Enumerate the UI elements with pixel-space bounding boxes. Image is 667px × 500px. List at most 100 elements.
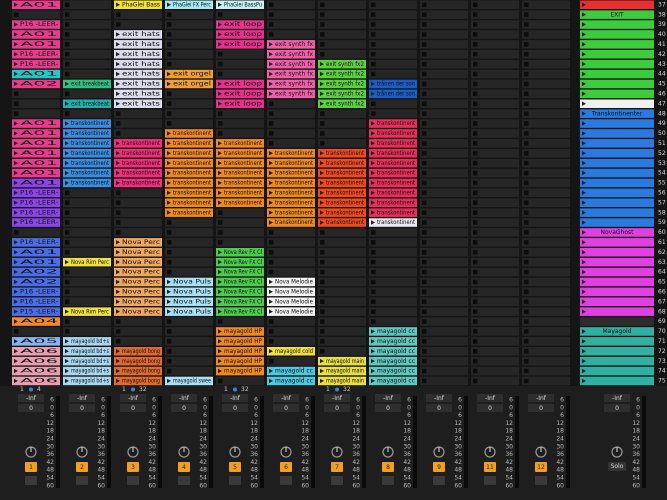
slot-button[interactable] <box>473 299 478 305</box>
clip-slot[interactable] <box>471 376 519 386</box>
clip[interactable] <box>165 149 213 158</box>
solo-button[interactable] <box>608 462 626 471</box>
slot-button[interactable] <box>167 319 172 324</box>
clip-slot[interactable] <box>420 297 468 307</box>
clip-slot[interactable] <box>522 277 570 287</box>
scene[interactable] <box>580 10 654 19</box>
slot-button[interactable] <box>269 22 274 27</box>
slot-button[interactable] <box>167 91 172 97</box>
clip[interactable] <box>318 158 366 168</box>
clip-slot[interactable] <box>318 248 366 257</box>
clip-slot[interactable] <box>420 0 468 10</box>
slot-button[interactable] <box>524 269 529 275</box>
clip-slot[interactable] <box>420 198 468 208</box>
clip[interactable] <box>216 337 264 346</box>
clip-slot[interactable] <box>216 129 264 138</box>
slot-button[interactable] <box>269 2 274 8</box>
clip-slot[interactable] <box>165 317 213 326</box>
slot-button[interactable] <box>14 91 19 97</box>
slot-button[interactable] <box>167 22 172 27</box>
clip-slot[interactable] <box>420 50 468 59</box>
clip[interactable] <box>165 208 213 217</box>
slot-button[interactable] <box>473 160 478 166</box>
clip-slot[interactable] <box>369 297 417 307</box>
clip[interactable] <box>12 20 60 29</box>
slot-button[interactable] <box>269 240 274 245</box>
slot-button[interactable] <box>371 52 376 57</box>
slot-button[interactable] <box>473 71 478 77</box>
slot-button[interactable] <box>320 349 325 354</box>
clip-slot[interactable] <box>420 30 468 39</box>
slot-button[interactable] <box>524 259 529 265</box>
clip[interactable] <box>165 139 213 148</box>
track-activator[interactable] <box>127 462 139 472</box>
slot-button[interactable] <box>320 309 325 314</box>
clip[interactable] <box>12 317 60 326</box>
slot-button[interactable] <box>218 111 223 116</box>
clip-slot[interactable] <box>63 10 111 19</box>
slot-button[interactable] <box>422 121 427 126</box>
clip-slot[interactable] <box>12 109 60 118</box>
slot-button[interactable] <box>524 329 529 334</box>
slot-button[interactable] <box>524 349 529 354</box>
scene[interactable] <box>580 238 654 247</box>
clip-slot[interactable] <box>471 208 519 217</box>
clip[interactable] <box>114 248 162 257</box>
clip-slot[interactable] <box>369 287 417 297</box>
clip[interactable] <box>369 366 417 376</box>
clip[interactable] <box>216 178 264 188</box>
clip[interactable] <box>12 267 60 277</box>
clip[interactable] <box>318 69 366 79</box>
clip-slot[interactable] <box>471 129 519 138</box>
slot-button[interactable] <box>218 71 223 77</box>
clip-slot[interactable] <box>267 228 315 237</box>
clip[interactable] <box>12 59 60 69</box>
slot-button[interactable] <box>320 289 325 295</box>
slot-button[interactable] <box>116 190 121 196</box>
clip-slot[interactable] <box>522 149 570 158</box>
slot-button[interactable] <box>167 250 172 255</box>
slot-button[interactable] <box>422 299 427 305</box>
slot-button[interactable] <box>524 52 529 57</box>
clip-slot[interactable] <box>420 69 468 79</box>
clip[interactable] <box>216 198 264 208</box>
slot-button[interactable] <box>167 329 172 334</box>
scene[interactable] <box>580 149 654 158</box>
slot-button[interactable] <box>422 81 427 87</box>
slot-button[interactable] <box>218 121 223 126</box>
clip[interactable] <box>216 277 264 287</box>
slot-button[interactable] <box>320 230 325 235</box>
clip[interactable] <box>318 198 366 208</box>
clip[interactable] <box>114 40 162 49</box>
clip-slot[interactable] <box>471 248 519 257</box>
slot-button[interactable] <box>524 299 529 305</box>
clip-slot[interactable] <box>318 139 366 148</box>
slot-button[interactable] <box>371 289 376 295</box>
clip[interactable] <box>318 59 366 69</box>
clip-slot[interactable] <box>471 50 519 59</box>
slot-button[interactable] <box>167 12 172 17</box>
slot-button[interactable] <box>116 22 121 27</box>
clip[interactable] <box>267 376 315 386</box>
slot-button[interactable] <box>371 250 376 255</box>
slot-button[interactable] <box>269 141 274 146</box>
clip[interactable] <box>114 59 162 69</box>
slot-button[interactable] <box>473 200 478 206</box>
slot-button[interactable] <box>167 349 172 354</box>
clip[interactable] <box>165 0 213 10</box>
slot-button[interactable] <box>371 12 376 17</box>
clip[interactable] <box>165 376 213 386</box>
clip[interactable] <box>114 356 162 366</box>
clip[interactable] <box>12 50 60 59</box>
slot-button[interactable] <box>524 91 529 97</box>
clip-slot[interactable] <box>420 129 468 138</box>
slot-button[interactable] <box>65 91 70 97</box>
clip-slot[interactable] <box>471 10 519 19</box>
slot-button[interactable] <box>473 368 478 374</box>
solo-toggle[interactable] <box>25 476 37 485</box>
scene[interactable] <box>580 208 654 217</box>
clip-slot[interactable] <box>522 327 570 336</box>
clip[interactable] <box>369 327 417 336</box>
clip-slot[interactable] <box>318 0 366 10</box>
clip-slot[interactable] <box>420 366 468 376</box>
